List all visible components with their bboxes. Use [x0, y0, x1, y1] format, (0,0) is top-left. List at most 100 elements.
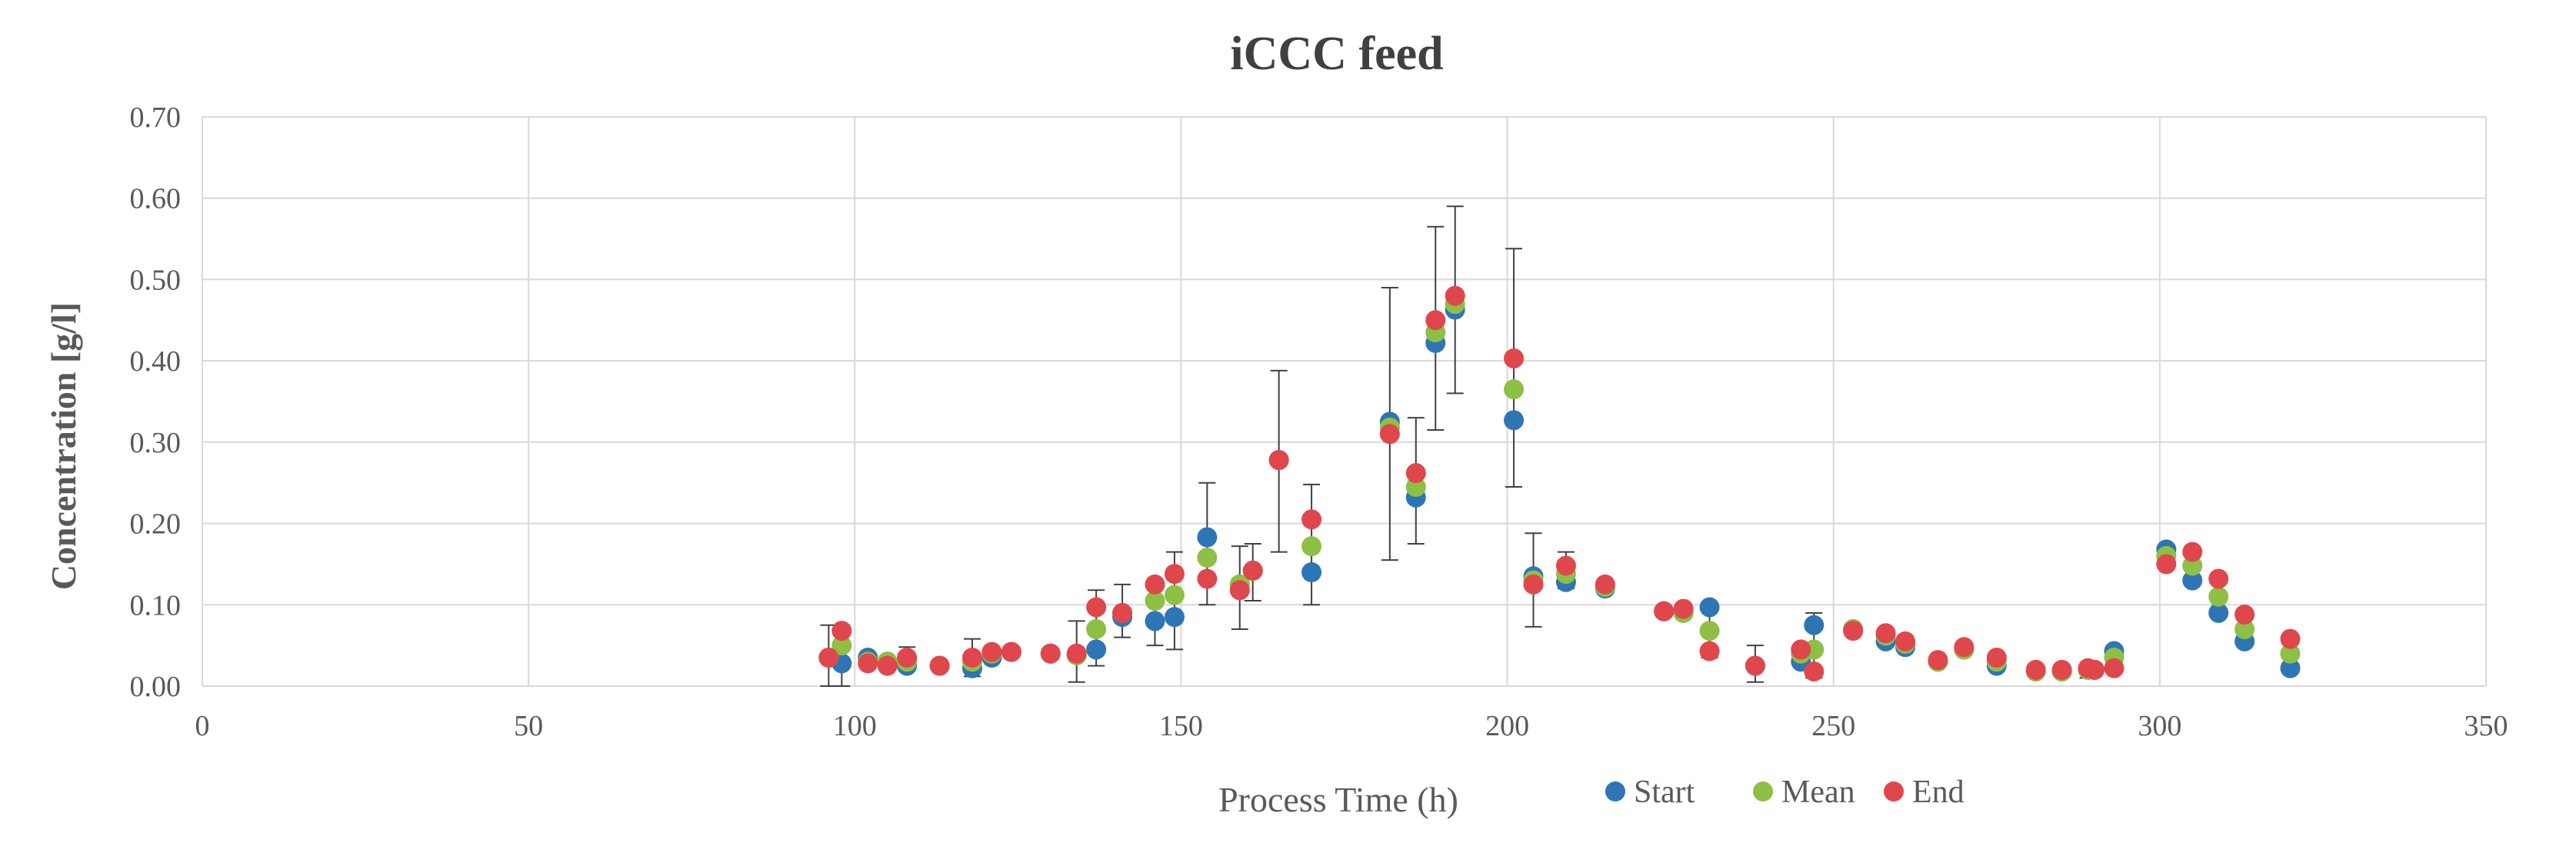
point-end	[929, 655, 950, 676]
x-axis-ticks: 0 50 100 150 200 250 300 350	[195, 710, 2508, 742]
point-end	[1928, 650, 1948, 671]
point-end	[1229, 580, 1250, 601]
series-start	[818, 299, 2301, 681]
chart-title: iCCC feed	[1230, 28, 1443, 80]
point-end	[1040, 643, 1061, 664]
point-mean	[831, 635, 852, 656]
point-end	[1086, 597, 1107, 618]
point-mean	[1145, 591, 1165, 611]
x-tick-label: 200	[1485, 710, 1529, 742]
point-end	[2280, 628, 2301, 649]
point-end	[1164, 564, 1185, 585]
point-mean	[1699, 621, 1720, 641]
point-start	[2208, 602, 2229, 623]
point-end	[1954, 637, 1974, 658]
y-tick-label: 0.30	[130, 427, 182, 459]
legend-marker-start	[1605, 781, 1625, 801]
series-mean	[818, 294, 2301, 681]
point-end	[2025, 659, 2046, 680]
point-end	[1066, 643, 1087, 664]
legend-marker-mean	[1753, 781, 1773, 801]
gridlines	[202, 116, 2487, 687]
legend-label-end: End	[1912, 775, 1964, 810]
x-tick-label: 50	[514, 710, 543, 742]
point-end	[1425, 310, 1446, 331]
point-end	[1843, 621, 1864, 641]
point-end	[1145, 574, 1165, 595]
legend-marker-end	[1884, 781, 1904, 801]
y-tick-label: 0.10	[130, 589, 182, 621]
y-tick-label: 0.00	[130, 671, 182, 703]
y-tick-label: 0.20	[130, 508, 182, 541]
point-end	[981, 641, 1002, 662]
point-end	[858, 653, 878, 674]
point-end	[1523, 574, 1544, 595]
point-end	[1791, 639, 1811, 660]
point-mean	[1197, 547, 1218, 568]
point-end	[1197, 568, 1218, 589]
point-end	[1745, 655, 1765, 676]
legend: Start Mean End	[1605, 775, 1964, 810]
legend-label-mean: Mean	[1781, 775, 1855, 810]
point-start	[2280, 658, 2301, 678]
point-end	[2156, 554, 2177, 575]
point-end	[1875, 623, 1896, 644]
point-end	[1804, 661, 1825, 681]
point-end	[1699, 641, 1720, 661]
point-end	[1895, 631, 1916, 651]
point-end	[2104, 658, 2124, 678]
data-points	[818, 285, 2301, 681]
x-tick-label: 100	[833, 710, 877, 742]
point-end	[897, 648, 918, 668]
point-start	[1504, 410, 1525, 431]
point-end	[877, 655, 898, 676]
point-start	[1804, 615, 1825, 635]
series-end	[818, 285, 2301, 681]
y-tick-label: 0.40	[130, 345, 182, 378]
point-end	[2208, 568, 2229, 589]
point-end	[1268, 450, 1289, 471]
point-end	[2182, 541, 2203, 562]
legend-label-start: Start	[1634, 775, 1695, 810]
x-tick-label: 250	[1811, 710, 1855, 742]
point-end	[1445, 285, 1465, 306]
x-tick-label: 0	[195, 710, 210, 742]
point-end	[1405, 463, 1426, 484]
point-start	[1301, 562, 1322, 582]
point-start	[1086, 639, 1107, 660]
point-end	[1986, 648, 2007, 668]
y-axis-label: Concentration [g/l]	[44, 302, 83, 590]
point-mean	[1504, 379, 1525, 400]
point-end	[1654, 601, 1675, 621]
point-end	[1379, 424, 1400, 445]
point-end	[818, 648, 839, 668]
point-start	[1699, 597, 1720, 618]
point-mean	[2280, 643, 2301, 664]
x-tick-label: 150	[1159, 710, 1203, 742]
point-end	[1673, 598, 1694, 619]
error-bars	[820, 205, 2097, 687]
x-tick-label: 350	[2464, 710, 2508, 742]
x-axis-label: Process Time (h)	[1218, 780, 1458, 819]
point-end	[961, 648, 982, 668]
y-tick-label: 0.70	[130, 102, 182, 134]
x-tick-label: 300	[2138, 710, 2181, 742]
point-end	[831, 621, 852, 641]
point-mean	[1405, 477, 1426, 497]
point-end	[2234, 604, 2255, 625]
point-end	[1112, 602, 1133, 623]
y-tick-label: 0.60	[130, 183, 182, 215]
point-mean	[2182, 555, 2203, 576]
point-end	[1001, 641, 1021, 662]
point-end	[1301, 509, 1322, 530]
point-start	[2182, 570, 2203, 591]
point-start	[1145, 611, 1165, 631]
point-end	[1504, 348, 1525, 368]
point-mean	[1301, 536, 1322, 557]
y-tick-label: 0.50	[130, 264, 182, 296]
point-mean	[1164, 585, 1185, 605]
point-start	[1164, 607, 1185, 628]
point-end	[1595, 574, 1615, 595]
y-axis-ticks: 0.00 0.10 0.20 0.30 0.40 0.50 0.60 0.70	[130, 102, 182, 703]
